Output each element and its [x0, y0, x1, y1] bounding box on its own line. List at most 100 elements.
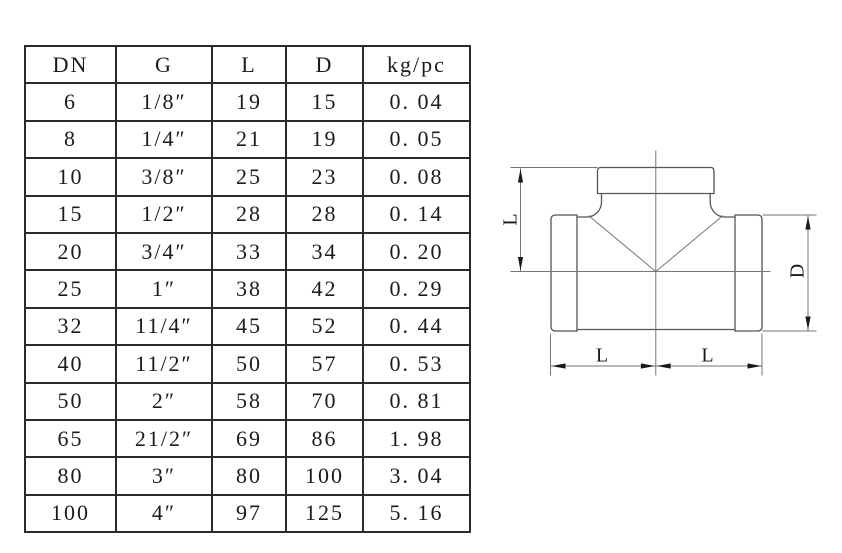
table-row: 32 11/4″ 45 52 0. 44: [24, 306, 471, 347]
table-cell: 19: [285, 119, 364, 160]
left-socket-band: [550, 214, 578, 332]
table-cell: 0. 05: [362, 119, 471, 160]
table-cell: 11/4″: [115, 306, 213, 347]
dim-label-d-right: D: [787, 264, 809, 278]
table-cell: 4″: [115, 493, 213, 534]
table-body: 6 1/8″ 19 15 0. 04 8 1/4″ 21 19 0. 05 10 3/8″ 25 23 0.…: [24, 82, 471, 534]
dimension-arrows: [517, 169, 811, 369]
table-cell: 15: [24, 194, 117, 234]
table-cell: 100: [24, 493, 117, 534]
arrow-left-icon: [656, 363, 671, 369]
table-cell: 3/4″: [115, 231, 213, 272]
table-cell: 80: [24, 456, 117, 496]
table-cell: 50: [211, 344, 287, 384]
table-cell: 1″: [115, 269, 213, 309]
table-cell: 5. 16: [362, 493, 471, 534]
column-header-d: D: [285, 44, 364, 85]
table-cell: 34: [285, 231, 364, 272]
table-cell: 3. 04: [362, 456, 471, 496]
column-header-l: L: [211, 44, 287, 85]
table-row: 50 2″ 58 70 0. 81: [24, 381, 471, 421]
dim-label-l-bottom-right: L: [701, 345, 713, 367]
table-row: 100 4″ 97 125 5. 16: [24, 493, 471, 534]
table-row: 20 3/4″ 33 34 0. 20: [24, 231, 471, 272]
table-cell: 19: [211, 82, 287, 122]
table-row: 6 1/8″ 19 15 0. 04: [24, 82, 471, 122]
table-cell: 45: [211, 306, 287, 347]
dim-label-l-left: L: [500, 213, 522, 225]
table-row: 15 1/2″ 28 28 0. 14: [24, 194, 471, 234]
table-row: 8 1/4″ 21 19 0. 05: [24, 119, 471, 160]
arrow-down-icon: [517, 257, 524, 271]
table-cell: 86: [285, 418, 364, 459]
table-cell: 33: [211, 231, 287, 272]
right-socket-band: [734, 214, 763, 332]
table-cell: 0. 53: [362, 344, 471, 384]
table-row: 40 11/2″ 50 57 0. 53: [24, 344, 471, 384]
table-cell: 8: [24, 119, 117, 160]
centerlines: [510, 150, 771, 376]
thread-diagonal-left: [588, 215, 657, 272]
thread-diagonal-right: [655, 215, 724, 272]
table-cell: 52: [285, 306, 364, 347]
arrow-up-icon: [805, 216, 811, 230]
table-cell: 10: [24, 157, 117, 197]
table-cell: 6: [24, 82, 117, 122]
table-header-row: DN G L D kg/pc: [24, 44, 471, 85]
table-cell: 0. 04: [362, 82, 471, 122]
table-cell: 97: [211, 493, 287, 534]
table-row: 65 21/2″ 69 86 1. 98: [24, 418, 471, 459]
table-cell: 1/8″: [115, 82, 213, 122]
dimension-lines: [510, 167, 817, 376]
table-cell: 1. 98: [362, 418, 471, 459]
table-cell: 65: [24, 418, 117, 459]
table-row: 80 3″ 80 100 3. 04: [24, 456, 471, 496]
table-cell: 1/2″: [115, 194, 213, 234]
table-cell: 70: [285, 381, 364, 421]
table-cell: 21: [211, 119, 287, 160]
table-cell: 42: [285, 269, 364, 309]
table-cell: 125: [285, 493, 364, 534]
dimension-table: DN G L D kg/pc 6 1/8″ 19 15 0. 04 8 1/4″ 21 19 0.…: [24, 44, 471, 534]
table-cell: 0. 81: [362, 381, 471, 421]
branch-cap: [596, 166, 715, 195]
table-cell: 20: [24, 231, 117, 272]
table-cell: 80: [211, 456, 287, 496]
body-top-right-contour: [709, 193, 735, 218]
body-top-left-contour: [577, 193, 603, 218]
fitting-outline: [550, 166, 763, 332]
dim-label-l-bottom-left: L: [596, 345, 608, 367]
table-cell: 0. 29: [362, 269, 471, 309]
table-cell: 69: [211, 418, 287, 459]
table-cell: 2″: [115, 381, 213, 421]
table-cell: 11/2″: [115, 344, 213, 384]
column-header-g: G: [115, 44, 213, 85]
table-cell: 0. 08: [362, 157, 471, 197]
table-cell: 0. 44: [362, 306, 471, 347]
table-cell: 28: [211, 194, 287, 234]
arrow-down-icon: [805, 316, 811, 330]
table-cell: 15: [285, 82, 364, 122]
table-cell: 25: [211, 157, 287, 197]
table-cell: 0. 14: [362, 194, 471, 234]
table-cell: 100: [285, 456, 364, 496]
table-cell: 0. 20: [362, 231, 471, 272]
table-cell: 40: [24, 344, 117, 384]
table-cell: 32: [24, 306, 117, 347]
table-cell: 58: [211, 381, 287, 421]
arrow-right-icon: [640, 363, 655, 369]
table-cell: 23: [285, 157, 364, 197]
column-header-kgpc: kg/pc: [362, 44, 471, 85]
table-cell: 3″: [115, 456, 213, 496]
table-cell: 3/8″: [115, 157, 213, 197]
table-row: 25 1″ 38 42 0. 29: [24, 269, 471, 309]
column-header-dn: DN: [24, 44, 117, 85]
arrow-up-icon: [517, 169, 524, 183]
arrow-right-icon: [747, 363, 762, 369]
arrow-left-icon: [551, 363, 566, 369]
table-cell: 21/2″: [115, 418, 213, 459]
table-cell: 28: [285, 194, 364, 234]
table-cell: 1/4″: [115, 119, 213, 160]
